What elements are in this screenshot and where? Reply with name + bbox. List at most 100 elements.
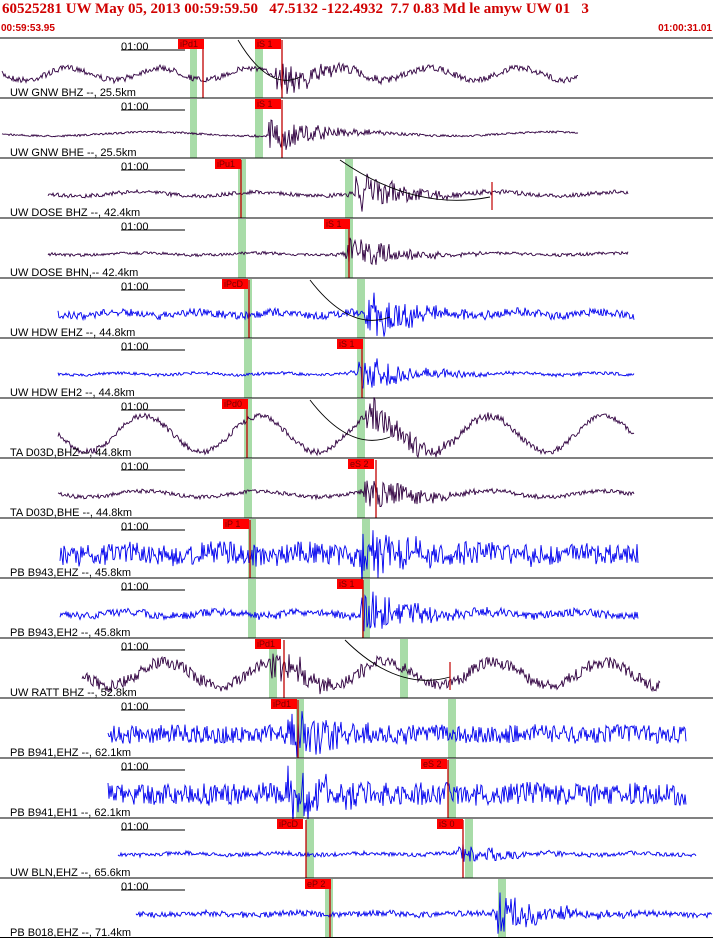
time-tick-label: 01:00: [121, 521, 149, 533]
pick-label-box[interactable]: [271, 699, 297, 709]
waveform-trace: [135, 892, 713, 934]
waveform-trace: [57, 358, 635, 389]
pick-window: [448, 699, 456, 758]
pick-label: eS 2: [423, 759, 442, 769]
pick-label: iS 1: [257, 39, 273, 49]
pick-window: [498, 879, 506, 938]
trace-panel[interactable]: 01:00 iPd1 iS 1 UW GNW BHZ --, 25.5km: [0, 37, 713, 99]
pick-label-box[interactable]: [337, 579, 363, 589]
pick-label-box[interactable]: [305, 879, 331, 889]
trace-panel[interactable]: 01:00 iPcD iS 0 UW BLN,EHZ --, 65.6km: [0, 817, 713, 879]
pick-window: [238, 159, 246, 218]
station-label: UW RATT BHZ --, 52.8km: [10, 687, 137, 699]
coda-curve: [309, 279, 391, 321]
pick-label: iS 1: [339, 339, 355, 349]
station-label: UW GNW BHE --, 25.5km: [10, 147, 137, 159]
pick-label: iP 1: [225, 519, 240, 529]
pick-label: iPcD: [279, 819, 299, 829]
pick-label: eP 2: [307, 879, 325, 889]
pick-window: [325, 879, 333, 938]
pick-window: [345, 159, 353, 218]
trace-panel[interactable]: 01:00 iPcD UW HDW EHZ --, 44.8km: [0, 277, 713, 339]
trace-panel[interactable]: 01:00 iPd1 UW RATT BHZ --, 52.8km: [0, 637, 713, 699]
pick-label: iPd0: [224, 399, 242, 409]
pick-label-box[interactable]: [255, 639, 281, 649]
waveform-trace: [47, 237, 629, 266]
pick-label-box[interactable]: [437, 819, 463, 829]
event-header: 60525281 UW May 05, 2013 00:59:59.50 47.…: [0, 0, 713, 38]
pick-label: iS 0: [439, 819, 455, 829]
time-tick-label: 01:00: [121, 401, 149, 413]
waveform-trace: [117, 842, 697, 862]
trace-panel[interactable]: 01:00 iS 1 UW GNW BHE --, 25.5km: [0, 97, 713, 159]
pick-label-box[interactable]: [255, 99, 281, 109]
pick-window: [362, 519, 370, 578]
pick-label-box[interactable]: [324, 219, 350, 229]
trace-panel[interactable]: 01:00 iS 1 PB B943,EH2 --, 45.8km: [0, 577, 713, 639]
waveform-trace: [1, 119, 579, 150]
window-start-time: 00:59:53.95: [1, 23, 55, 34]
station-label: UW GNW BHZ --, 25.5km: [10, 87, 136, 99]
trace-panel[interactable]: 01:00 eS 2 TA D03D,BHE --, 44.8km: [0, 457, 713, 519]
coda-curve: [237, 39, 301, 81]
pick-label-box[interactable]: [421, 759, 447, 769]
time-tick-label: 01:00: [121, 341, 149, 353]
pick-label-box[interactable]: [222, 279, 248, 289]
station-label: UW HDW EHZ --, 44.8km: [10, 327, 135, 339]
waveform-trace: [59, 591, 639, 632]
pick-label-box[interactable]: [178, 39, 204, 49]
station-label: UW DOSE BHZ --, 42.4km: [10, 207, 140, 219]
pick-label-box[interactable]: [222, 399, 248, 409]
pick-label-box[interactable]: [277, 819, 303, 829]
station-label: UW HDW EH2 --, 44.8km: [10, 387, 135, 399]
trace-panel[interactable]: 01:00 iS 1 UW DOSE BHN,-- 42.4km: [0, 217, 713, 279]
trace-panel[interactable]: 01:00 iPd1 PB B941,EHZ --, 62.1km: [0, 697, 713, 759]
trace-panel[interactable]: 01:00 iPu1 UW DOSE BHZ --, 42.4km: [0, 157, 713, 219]
pick-window: [244, 279, 252, 338]
pick-window: [255, 99, 263, 158]
time-tick-label: 01:00: [121, 701, 149, 713]
pick-window: [448, 759, 456, 818]
pick-window: [190, 99, 197, 158]
pick-window: [269, 639, 277, 698]
station-label: PB B941,EHZ --, 62.1km: [10, 747, 131, 759]
pick-label: eS 2: [350, 459, 369, 469]
trace-panel[interactable]: 01:00 iP 1 PB B943,EHZ --, 45.8km: [0, 517, 713, 587]
station-label: TA D03D,BHZ --, 44.8km: [10, 447, 131, 459]
pick-window: [296, 759, 304, 818]
pick-label: iPd1: [180, 39, 198, 49]
trace-panel[interactable]: 01:00 eS 2 PB B941,EH1 --, 62.1km: [0, 757, 713, 824]
pick-window: [244, 339, 252, 398]
waveform-trace: [81, 653, 661, 695]
waveform-trace: [59, 530, 639, 587]
pick-window: [465, 819, 473, 878]
waveform-trace: [57, 292, 635, 337]
station-label: TA D03D,BHE --, 44.8km: [10, 507, 132, 519]
pick-label: iPd1: [273, 699, 291, 709]
event-title: 60525281 UW May 05, 2013 00:59:59.50 47.…: [2, 1, 589, 17]
pick-label-box[interactable]: [337, 339, 363, 349]
pick-window: [244, 399, 252, 458]
time-tick-label: 01:00: [121, 821, 149, 833]
trace-panel[interactable]: 01:00 eP 2 PB B018,EHZ --, 71.4km: [0, 877, 713, 938]
time-tick-label: 01:00: [121, 641, 149, 653]
time-tick-label: 01:00: [121, 581, 149, 593]
trace-panel[interactable]: 01:00 iS 1 UW HDW EH2 --, 44.8km: [0, 337, 713, 399]
pick-label: iS 1: [339, 579, 355, 589]
pick-label: iS 1: [326, 219, 342, 229]
station-label: UW BLN,EHZ --, 65.6km: [10, 867, 130, 879]
time-tick-label: 01:00: [121, 761, 149, 773]
time-tick-label: 01:00: [121, 161, 149, 173]
pick-label-box[interactable]: [223, 519, 249, 529]
pick-label-box[interactable]: [255, 39, 281, 49]
pick-window: [248, 519, 256, 578]
pick-label: iPu1: [217, 159, 235, 169]
pick-window: [190, 39, 197, 98]
pick-label: iS 1: [257, 99, 273, 109]
pick-label-box[interactable]: [348, 459, 374, 469]
trace-panel[interactable]: 01:00 iPd0 TA D03D,BHZ --, 44.8km: [0, 397, 713, 459]
window-end-time: 01:00:31.01: [658, 23, 712, 34]
time-tick-label: 01:00: [121, 221, 149, 233]
pick-label-box[interactable]: [215, 159, 241, 169]
